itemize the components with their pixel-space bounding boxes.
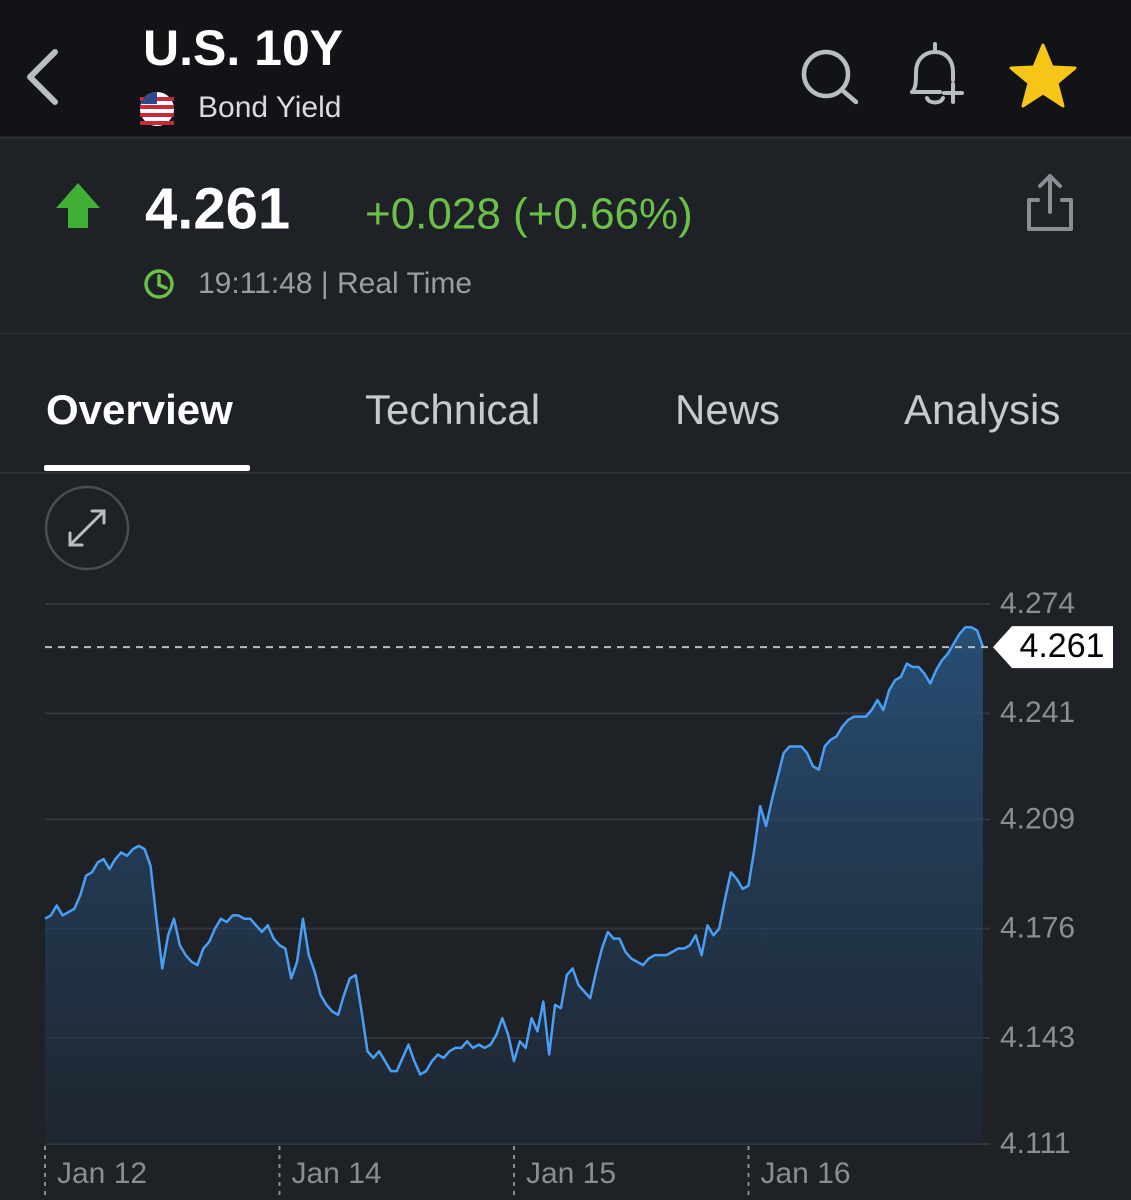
y-tick-label: 4.176 (1000, 912, 1075, 945)
back-button[interactable] (27, 49, 58, 105)
current-value-label: 4.261 (1019, 627, 1104, 665)
x-tick-label: Jan 14 (292, 1157, 382, 1190)
tab[interactable]: Analysis (904, 386, 1060, 433)
active-tab-indicator (44, 465, 250, 471)
y-tick-label: 4.274 (1000, 587, 1075, 620)
line (44, 625, 985, 1076)
search-button[interactable] (801, 49, 859, 105)
instrument-subtitle: Bond Yield (198, 91, 341, 124)
tab[interactable]: Technical (365, 386, 540, 433)
clock-icon (144, 269, 174, 299)
flag-icon (140, 92, 174, 126)
alert-button[interactable] (910, 42, 964, 105)
y-tick-label: 4.143 (1000, 1021, 1075, 1054)
chart: 4.274 4.241 4.209 4.176 4.143 4.111 Jan 12 Jan … (44, 587, 1113, 1200)
x-tick-label: Jan 16 (761, 1157, 851, 1190)
share-button[interactable] (1027, 174, 1073, 231)
tab[interactable]: Overview (46, 386, 233, 433)
current-value-badge (993, 626, 1113, 669)
y-tick-label: 4.241 (1000, 696, 1075, 729)
last-price: 4.261 (145, 176, 290, 241)
tab[interactable]: News (675, 386, 780, 433)
y-tick-label: 4.209 (1000, 802, 1075, 835)
x-tick-label: Jan 12 (57, 1157, 147, 1190)
quote-time: 19:11:48 | Real Time (198, 267, 472, 300)
y-tick-label: 4.111 (1000, 1127, 1071, 1160)
top-bar (0, 0, 1131, 137)
x-tick-label: Jan 15 (526, 1157, 616, 1190)
price-change: +0.028 (+0.66%) (365, 190, 693, 239)
instrument-title: U.S. 10Y (143, 20, 343, 76)
up-arrow-icon (56, 183, 100, 228)
area (45, 627, 983, 1144)
expand-button[interactable] (44, 485, 130, 571)
favorite-button[interactable] (1009, 43, 1077, 108)
